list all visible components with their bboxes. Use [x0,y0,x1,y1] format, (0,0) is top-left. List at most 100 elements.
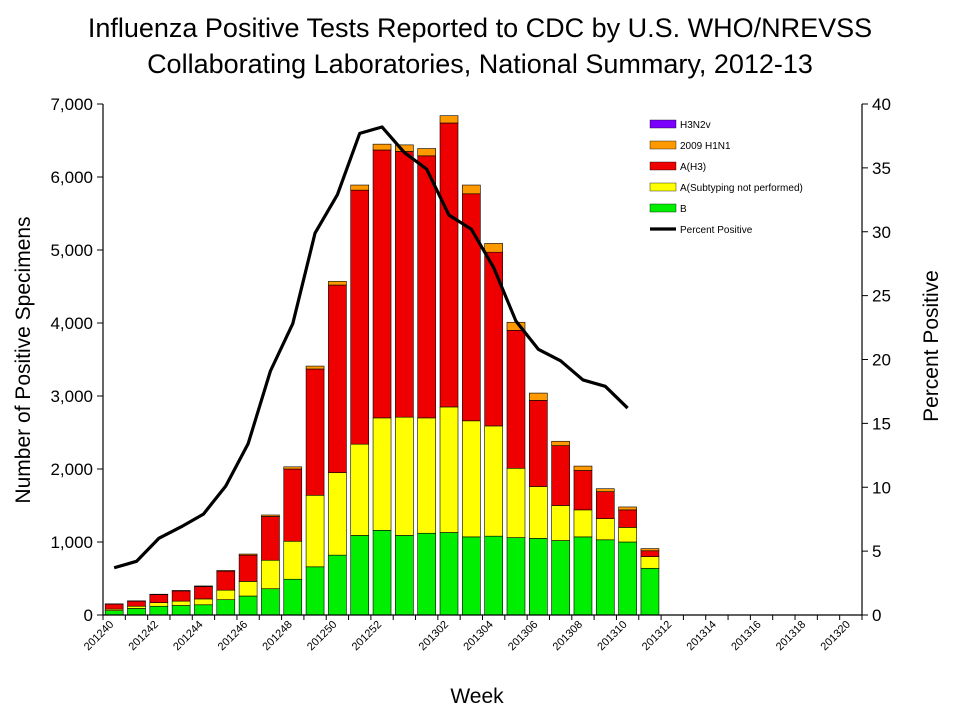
bar-segment-a-subtyping-not-performed- [194,598,213,606]
y2-tick-label: 35 [872,159,891,178]
bar-segment-a-h3- [216,570,236,591]
y2-tick-label: 30 [872,223,891,242]
bar-segment-a-h3- [484,251,503,427]
bar-segment-a-h3- [305,368,325,496]
bar-segment-a-h3- [573,470,593,511]
bar-segment-a-subtyping-not-performed- [484,425,503,537]
legend-label: B [680,204,687,215]
bar-segment-b [283,578,303,616]
legend-label: Percent Positive [680,225,753,236]
bar-segment-a-subtyping-not-performed- [171,600,191,606]
bar-segment-b [127,608,146,616]
bar-segment-2009-h1n1 [283,466,303,470]
bar-segment-a-subtyping-not-performed- [149,602,169,607]
x-tick-label: 201246 [216,619,250,653]
legend-label: A(H3) [680,162,706,173]
y2-tick-label: 25 [872,287,891,306]
bar-segment-2009-h1n1 [372,143,392,151]
bar-segment-b [216,599,236,616]
bar-segment-a-subtyping-not-performed- [529,486,548,539]
bar-segment-a-h3- [439,122,459,408]
bar-segment-a-h3- [283,468,303,542]
legend-swatch [649,203,677,213]
x-tick-label: 201306 [506,619,540,653]
bar-segment-a-subtyping-not-performed- [238,581,258,597]
bar-segment-a-subtyping-not-performed- [439,406,459,533]
bar-segment-a-subtyping-not-performed- [506,467,526,538]
chart-title-line2: Collaborating Laboratories, National Sum… [147,49,813,79]
x-tick-label: 201312 [640,619,674,653]
percent-positive-line [113,125,629,570]
x-tick-label: 201316 [729,619,763,653]
bar-segment-a-h3- [640,550,660,557]
bar-segment-a-h3- [149,594,169,603]
y-tick-label: 7,000 [50,95,93,114]
legend-swatch [649,161,677,171]
bar-segment-a-h3- [238,554,258,582]
bar-segment-a-h3- [372,149,392,419]
y2-tick-label: 10 [872,478,891,497]
x-tick-label: 201304 [461,619,495,653]
bar-segment-2009-h1n1 [350,184,370,191]
bar-segment-b [618,541,637,616]
y2-tick-label: 0 [872,606,881,625]
x-tick-label: 201248 [260,619,294,653]
y2-tick-label: 40 [872,95,891,114]
bar-segment-a-subtyping-not-performed- [261,559,280,590]
bar-segment-2009-h1n1 [439,115,459,124]
bar-segment-b [328,554,347,616]
legend-swatch [649,182,677,192]
bar-segment-b [261,588,280,616]
bar-segment-a-h3- [618,509,637,528]
legend-swatch [649,140,677,150]
legend-swatch [649,119,677,129]
bar-segment-b [640,567,660,616]
bar-segment-2009-h1n1 [484,243,503,253]
bar-segment-a-h3- [104,603,124,610]
y-axis-title: Number of Positive Specimens [12,216,35,503]
bars-layer [104,115,660,616]
x-tick-label: 201318 [774,619,808,653]
percent-positive-line-layer [113,125,629,570]
bar-segment-a-subtyping-not-performed- [283,540,303,580]
bar-segment-2009-h1n1 [529,392,548,401]
bar-segment-a-h3- [328,284,347,473]
chart-title-line1: Influenza Positive Tests Reported to CDC… [88,13,872,43]
bar-segment-2009-h1n1 [328,281,347,286]
bar-segment-2009-h1n1 [417,148,436,157]
bar-segment-2009-h1n1 [595,488,615,492]
bar-segment-a-subtyping-not-performed- [127,605,146,609]
y-tick-label: 0 [84,606,93,625]
bar-segment-a-h3- [127,600,146,607]
bar-segment-b [417,532,436,616]
legend: H3N2v 2009 H1N1 A(H3) A(Subtyping not perfo… [649,119,803,236]
bar-segment-a-h3- [506,329,526,469]
bar-segment-2009-h1n1 [573,465,593,471]
bar-segment-b [484,535,503,616]
bar-segment-b [395,535,414,616]
bar-segment-a-h3- [529,400,548,487]
x-tick-label: 201302 [417,619,451,653]
bar-segment-a-subtyping-not-performed- [216,589,236,600]
x-axis-title: Week [450,685,504,708]
y-tick-label: 3,000 [50,387,93,406]
bar-segment-b [350,535,370,616]
bar-segment-b [238,595,258,616]
bar-segment-b [439,532,459,616]
x-tick-label: 201310 [595,619,629,653]
y-tick-label: 2,000 [50,460,93,479]
bar-segment-b [462,536,481,616]
bar-segment-b [506,537,526,616]
bar-segment-2009-h1n1 [261,514,280,517]
bar-segment-b [104,610,124,616]
y2-tick-label: 20 [872,351,891,370]
bar-segment-b [595,539,615,616]
bar-segment-a-subtyping-not-performed- [595,518,615,541]
bar-segment-b [372,530,392,616]
y2-axis-title: Percent Positive [920,270,943,422]
legend-label: 2009 H1N1 [680,141,731,152]
bar-segment-a-h3- [171,590,191,602]
x-tick-label: 201252 [350,619,384,653]
y2-tick-label: 5 [872,542,881,561]
